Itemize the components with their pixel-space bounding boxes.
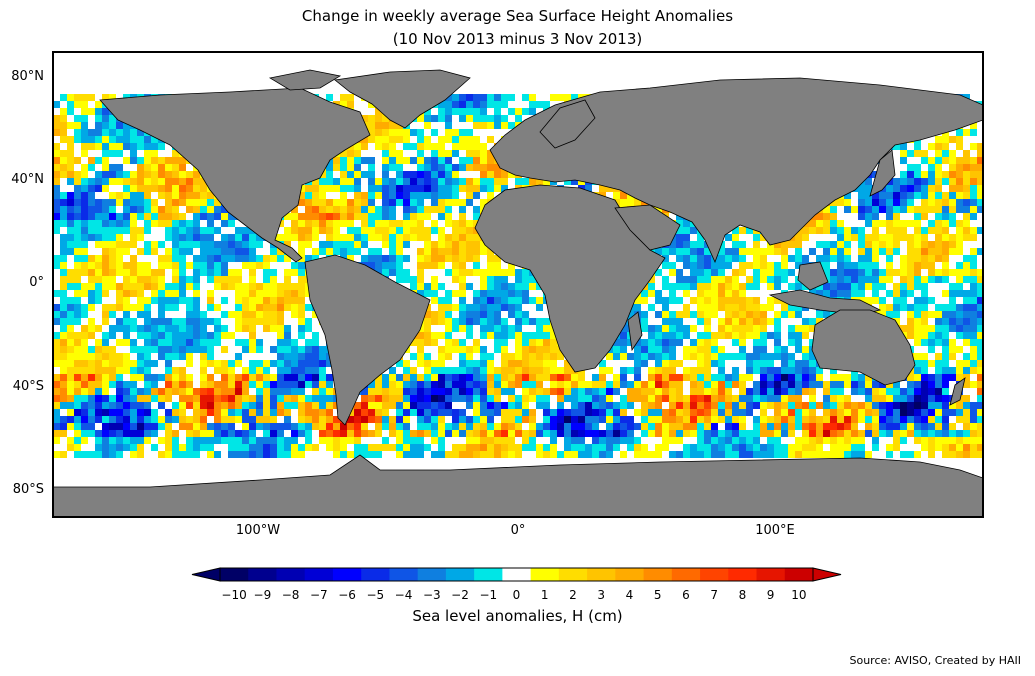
colorbar-tick-label: 2 xyxy=(569,588,577,602)
colorbar-tick-label: −1 xyxy=(479,588,498,602)
lon-label-100w: 100°W xyxy=(235,523,281,538)
borneo xyxy=(797,261,829,291)
south-america xyxy=(304,254,431,426)
lat-label-80n: 80°N xyxy=(11,69,44,84)
colorbar-extend-low xyxy=(191,567,221,582)
colorbar xyxy=(191,567,842,582)
colorbar-cell xyxy=(332,568,362,581)
colorbar-cell xyxy=(587,568,616,581)
colorbar-cell xyxy=(728,568,758,581)
colorbar-tick-label: 6 xyxy=(682,588,690,602)
colorbar-cell xyxy=(502,568,532,581)
colorbar-cell xyxy=(445,568,475,581)
scandinavia xyxy=(539,99,596,149)
colorbar-tick-label: −10 xyxy=(221,588,247,602)
colorbar-tick-label: −8 xyxy=(281,588,300,602)
colorbar-cell xyxy=(474,568,503,581)
madagascar xyxy=(627,311,643,352)
colorbar-extend-high xyxy=(812,567,842,582)
colorbar-tick-label: −6 xyxy=(338,588,356,602)
new-zealand xyxy=(949,377,966,406)
colorbar-cell xyxy=(361,568,390,581)
greenland xyxy=(334,69,471,129)
australia xyxy=(811,309,916,386)
world-map xyxy=(52,51,984,518)
arabia xyxy=(614,204,681,251)
map-frame xyxy=(52,51,984,518)
map-subtitle: (10 Nov 2013 minus 3 Nov 2013) xyxy=(392,30,643,48)
colorbar-cell xyxy=(700,568,729,581)
colorbar-label: Sea level anomalies, H (cm) xyxy=(412,607,623,625)
lon-label-100e: 100°E xyxy=(755,523,795,538)
colorbar-cell xyxy=(417,568,447,581)
colorbar-tick-label: 10 xyxy=(791,588,807,602)
colorbar-tick-label: −3 xyxy=(422,588,441,602)
colorbar-tick-label: 8 xyxy=(738,588,747,602)
colorbar-cell xyxy=(276,568,306,581)
colorbar-outline xyxy=(219,567,814,582)
colorbar-tick-label: 5 xyxy=(653,588,662,602)
colorbar-cell xyxy=(671,568,701,581)
antarctica xyxy=(53,454,983,517)
lon-label-0: 0° xyxy=(510,523,526,538)
colorbar-cell xyxy=(615,568,645,581)
colorbar-cell xyxy=(643,568,673,581)
indonesia xyxy=(768,289,882,316)
colorbar-cell xyxy=(220,568,249,581)
colorbar-tick-label: −4 xyxy=(394,588,413,602)
colorbar-tick-label: 1 xyxy=(540,588,549,602)
lat-label-40n: 40°N xyxy=(11,172,44,187)
colorbar-tick-label: 0 xyxy=(512,588,521,602)
africa xyxy=(474,184,666,373)
lat-label-40s: 40°S xyxy=(12,379,44,394)
lat-label-0: 0° xyxy=(29,275,44,290)
lat-label-80s: 80°S xyxy=(12,482,44,497)
colorbar-tick-label: −5 xyxy=(366,588,385,602)
colorbar-cell xyxy=(304,568,334,581)
colorbar-tick-label: 3 xyxy=(597,588,605,602)
canadian-arctic xyxy=(268,69,342,91)
colorbar-tick-label: 4 xyxy=(625,588,634,602)
colorbar-cell xyxy=(248,568,277,581)
colorbar-cell xyxy=(530,568,560,581)
colorbar-cell xyxy=(389,568,419,581)
colorbar-tick-label: −9 xyxy=(253,588,272,602)
japan xyxy=(869,149,896,197)
colorbar-tick-label: −7 xyxy=(309,588,328,602)
colorbar-cell xyxy=(558,568,588,581)
source-credit: Source: AVISO, Created by HAII xyxy=(849,654,1021,667)
colorbar-tick-label: 7 xyxy=(710,588,718,602)
eurasia xyxy=(489,77,983,264)
colorbar-tick-label: −2 xyxy=(451,588,469,602)
north-america xyxy=(99,87,371,263)
colorbar-tick-label: 9 xyxy=(766,588,775,602)
colorbar-cell xyxy=(784,568,814,581)
colorbar-cell xyxy=(756,568,786,581)
map-title: Change in weekly average Sea Surface Hei… xyxy=(301,7,734,25)
land-masses xyxy=(53,69,983,517)
